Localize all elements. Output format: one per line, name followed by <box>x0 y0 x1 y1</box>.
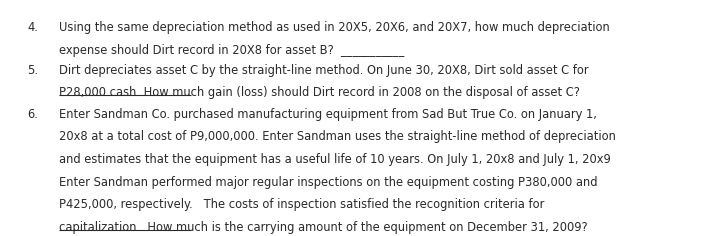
Text: 6.: 6. <box>27 108 38 121</box>
Text: P425,000, respectively.   The costs of inspection satisfied the recognition crit: P425,000, respectively. The costs of ins… <box>59 198 544 211</box>
Text: expense should Dirt record in 20X8 for asset B?  ___________: expense should Dirt record in 20X8 for a… <box>59 44 405 57</box>
Text: Dirt depreciates asset C by the straight-line method. On June 30, 20X8, Dirt sol: Dirt depreciates asset C by the straight… <box>59 64 589 77</box>
Text: 4.: 4. <box>27 21 38 34</box>
Text: P28,000 cash. How much gain (loss) should Dirt record in 2008 on the disposal of: P28,000 cash. How much gain (loss) shoul… <box>59 86 580 99</box>
Text: 5.: 5. <box>27 64 38 77</box>
Text: and estimates that the equipment has a useful life of 10 years. On July 1, 20x8 : and estimates that the equipment has a u… <box>59 153 611 166</box>
Text: Enter Sandman performed major regular inspections on the equipment costing P380,: Enter Sandman performed major regular in… <box>59 176 598 189</box>
Text: 20x8 at a total cost of P9,000,000. Enter Sandman uses the straight-line method : 20x8 at a total cost of P9,000,000. Ente… <box>59 131 616 143</box>
Text: Enter Sandman Co. purchased manufacturing equipment from Sad But True Co. on Jan: Enter Sandman Co. purchased manufacturin… <box>59 108 597 121</box>
Text: capitalization.  How much is the carrying amount of the equipment on December 31: capitalization. How much is the carrying… <box>59 221 588 234</box>
Text: Using the same depreciation method as used in 20X5, 20X6, and 20X7, how much dep: Using the same depreciation method as us… <box>59 21 610 34</box>
